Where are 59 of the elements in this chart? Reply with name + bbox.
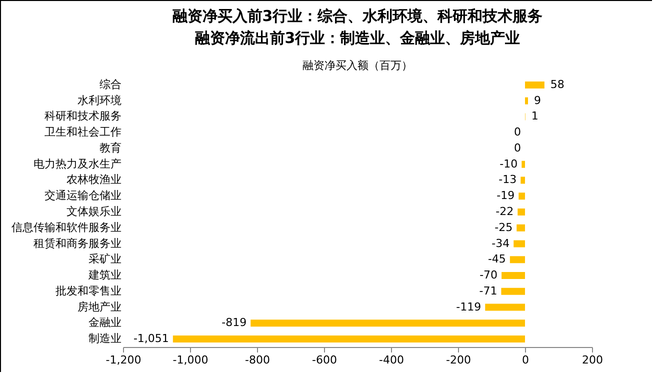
y-tick-label: 制造业 bbox=[88, 332, 122, 346]
data-label: -71 bbox=[479, 284, 498, 298]
data-label: 0 bbox=[514, 141, 521, 154]
x-tick-label: -400 bbox=[379, 354, 404, 366]
bar bbox=[501, 288, 525, 295]
data-label: -45 bbox=[488, 252, 506, 266]
x-tick-label: -800 bbox=[245, 354, 270, 366]
bar bbox=[522, 160, 525, 168]
data-label: -22 bbox=[496, 205, 514, 218]
y-tick-label: 科研和技术服务 bbox=[44, 110, 122, 123]
data-label: 9 bbox=[534, 94, 542, 107]
data-label: -119 bbox=[456, 300, 482, 314]
data-label: -10 bbox=[500, 157, 518, 170]
data-label: -70 bbox=[480, 268, 498, 282]
data-label: -819 bbox=[222, 316, 247, 330]
y-tick-label: 农林牧渔业 bbox=[66, 173, 122, 186]
data-label: -34 bbox=[492, 236, 510, 250]
bar bbox=[510, 256, 525, 264]
bar bbox=[518, 208, 525, 216]
bar bbox=[525, 81, 544, 88]
y-tick-label: 租赁和商务服务业 bbox=[34, 236, 122, 250]
data-label: 58 bbox=[550, 78, 564, 91]
data-label: -19 bbox=[496, 189, 515, 202]
bar bbox=[172, 336, 525, 343]
x-tick-label: 0 bbox=[522, 354, 529, 366]
y-tick-label: 建筑业 bbox=[88, 268, 122, 282]
data-label: -25 bbox=[494, 220, 513, 234]
text: 融资净买入额（百万） bbox=[302, 59, 412, 72]
y-tick-label: 综合 bbox=[100, 78, 122, 91]
y-tick-label: 水利环境 bbox=[78, 94, 122, 107]
y-tick-label: 教育 bbox=[100, 141, 122, 154]
x-tick-label: -200 bbox=[446, 354, 471, 366]
x-tick-label: -600 bbox=[312, 354, 337, 366]
y-tick-label: 房地产业 bbox=[78, 300, 122, 314]
x-tick-label: 200 bbox=[582, 354, 603, 366]
chart-subtitle: 融资净流出前3行业：制造业、金融业、房地产业 bbox=[194, 29, 520, 47]
data-label: -13 bbox=[498, 173, 517, 186]
y-tick-label: 信息传输和软件服务业 bbox=[12, 220, 122, 234]
y-tick-label: 批发和零售业 bbox=[56, 284, 122, 298]
y-tick-label: 文体娱乐业 bbox=[66, 205, 122, 218]
bar bbox=[525, 97, 528, 104]
x-tick-label: -1,000 bbox=[172, 354, 208, 366]
y-tick-label: 采矿业 bbox=[88, 252, 122, 266]
bar bbox=[485, 304, 525, 311]
data-label: 1 bbox=[531, 110, 538, 123]
bar bbox=[502, 272, 525, 280]
bar bbox=[250, 320, 525, 327]
y-tick-label: 金融业 bbox=[88, 316, 122, 330]
bar bbox=[514, 240, 525, 248]
data-label: -1,051 bbox=[133, 332, 169, 346]
bar bbox=[516, 224, 525, 232]
y-tick-label: 交通运输仓储业 bbox=[44, 189, 122, 202]
chart-title: 融资净买入前3行业：综合、水利环境、科研和技术服务 bbox=[172, 7, 543, 25]
bar bbox=[518, 192, 525, 200]
data-label: 0 bbox=[514, 126, 521, 139]
y-tick-label: 电力热力及水生产 bbox=[34, 157, 122, 170]
x-tick-label: -1,200 bbox=[106, 354, 142, 366]
y-tick-label: 卫生和社会工作 bbox=[44, 126, 122, 139]
bar bbox=[520, 176, 525, 184]
